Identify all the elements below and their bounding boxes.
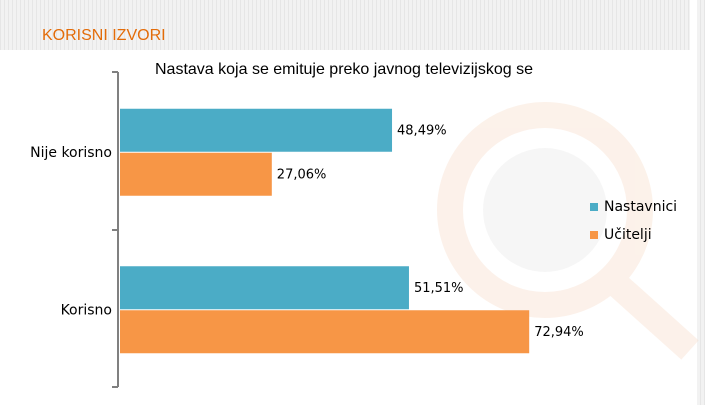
legend-swatch (590, 203, 598, 211)
bar (120, 266, 409, 310)
category-label: Korisno (61, 302, 112, 318)
value-label: 27,06% (277, 167, 327, 182)
value-label: 72,94% (534, 325, 584, 340)
value-label: 48,49% (397, 123, 447, 138)
legend-label: Učitelji (604, 227, 652, 243)
header-band (0, 0, 690, 50)
header-title: KORISNI IZVORI (42, 27, 166, 44)
side-band (697, 0, 705, 405)
category-axis (112, 71, 119, 388)
value-label: 51,51% (414, 281, 464, 296)
legend-swatch (590, 231, 598, 239)
bar (120, 108, 393, 152)
category-label: Nije korisno (30, 145, 112, 161)
bar (120, 152, 272, 196)
chart-title: Nastava koja se emituje preko javnog tel… (155, 61, 533, 78)
legend-label: Nastavnici (604, 199, 677, 215)
bar (120, 310, 530, 354)
decor-magnifier (437, 102, 699, 360)
